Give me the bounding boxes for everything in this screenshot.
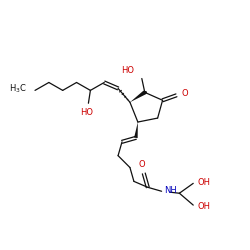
Text: HO: HO <box>80 108 93 117</box>
Text: OH: OH <box>197 202 210 210</box>
Text: O: O <box>138 160 145 168</box>
Text: H$_3$C: H$_3$C <box>9 82 27 95</box>
Text: OH: OH <box>197 178 210 187</box>
Polygon shape <box>134 122 138 138</box>
Text: NH: NH <box>164 186 177 195</box>
Text: O: O <box>181 89 188 98</box>
Polygon shape <box>130 90 146 102</box>
Text: HO: HO <box>121 66 134 74</box>
